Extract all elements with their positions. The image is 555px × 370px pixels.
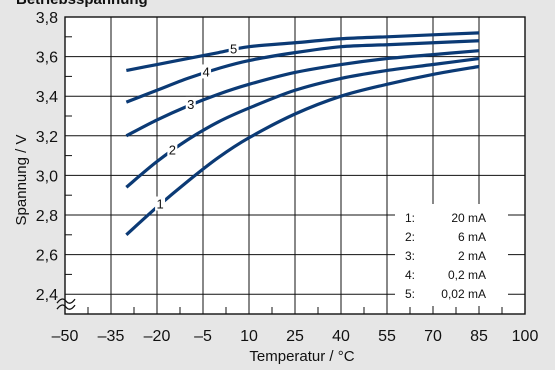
curve-label-bg [167, 142, 178, 157]
series-line-5 [126, 31, 480, 73]
curve-label-bg [185, 96, 196, 111]
legend-key: 1: [405, 211, 415, 225]
curve-label-1: 1 [156, 197, 163, 212]
x-tick-label: –5 [194, 328, 212, 345]
legend-value: 2 mA [458, 249, 486, 263]
x-tick-label: 85 [470, 328, 488, 345]
y-tick-label: 3,4 [36, 89, 58, 106]
legend-key: 5: [405, 287, 415, 301]
legend-value: 0,02 mA [441, 287, 486, 301]
legend: 1: 20 mA 2: 6 mA 3: 2 mA 4: 0,2 mA 5: 0,02 mA [395, 204, 508, 306]
series-line-3 [125, 49, 480, 138]
legend-key: 4: [405, 268, 415, 282]
y-axis-title: Spannung / V [13, 135, 30, 226]
curve-label-3: 3 [187, 97, 194, 112]
x-tick-label: –35 [98, 328, 125, 345]
y-tick-label: 3,2 [36, 129, 58, 146]
y-tick-label: 2,8 [36, 208, 58, 225]
x-tick-label: 70 [424, 328, 442, 345]
x-axis-title: Temperatur / °C [249, 348, 354, 365]
x-tick-label: 55 [378, 328, 396, 345]
y-tick-label: 3,0 [36, 168, 58, 185]
curve-label-4: 4 [202, 64, 209, 79]
axes: –50 –35 –20 –5 10 25 40 55 70 85 1002,42,62,83,03,… [36, 10, 539, 345]
axis-break-mark [56, 304, 76, 310]
curve-label-bg [201, 64, 212, 79]
curve-label-5: 5 [230, 42, 237, 57]
x-tick-label: 40 [332, 328, 350, 345]
axis-break-mark [56, 298, 76, 304]
x-tick-label: 10 [240, 328, 258, 345]
legend-value: 20 mA [451, 211, 486, 225]
curve-label-bg [228, 41, 239, 56]
legend-box [395, 204, 508, 306]
x-tick-label: –50 [52, 328, 79, 345]
series-line-4 [125, 39, 480, 104]
series-line-1 [125, 64, 480, 236]
curve-label-bg [155, 196, 166, 211]
y-tick-label: 2,4 [36, 287, 58, 304]
plot-frame [64, 16, 526, 315]
y-tick-label: 2,6 [36, 248, 58, 265]
legend-key: 2: [405, 230, 415, 244]
curve-label-2: 2 [169, 143, 176, 158]
chart-title: Betriebsspannung [16, 0, 148, 8]
x-tick-label: 100 [512, 328, 539, 345]
legend-value: 6 mA [458, 230, 486, 244]
x-tick-label: 25 [286, 328, 304, 345]
y-tick-label: 3,8 [36, 10, 58, 27]
series-group: 1 2 3 4 5 [125, 31, 480, 236]
y-tick-label: 3,6 [36, 50, 58, 67]
legend-key: 3: [405, 249, 415, 263]
legend-value: 0,2 mA [448, 268, 486, 282]
x-tick-label: –20 [144, 328, 171, 345]
